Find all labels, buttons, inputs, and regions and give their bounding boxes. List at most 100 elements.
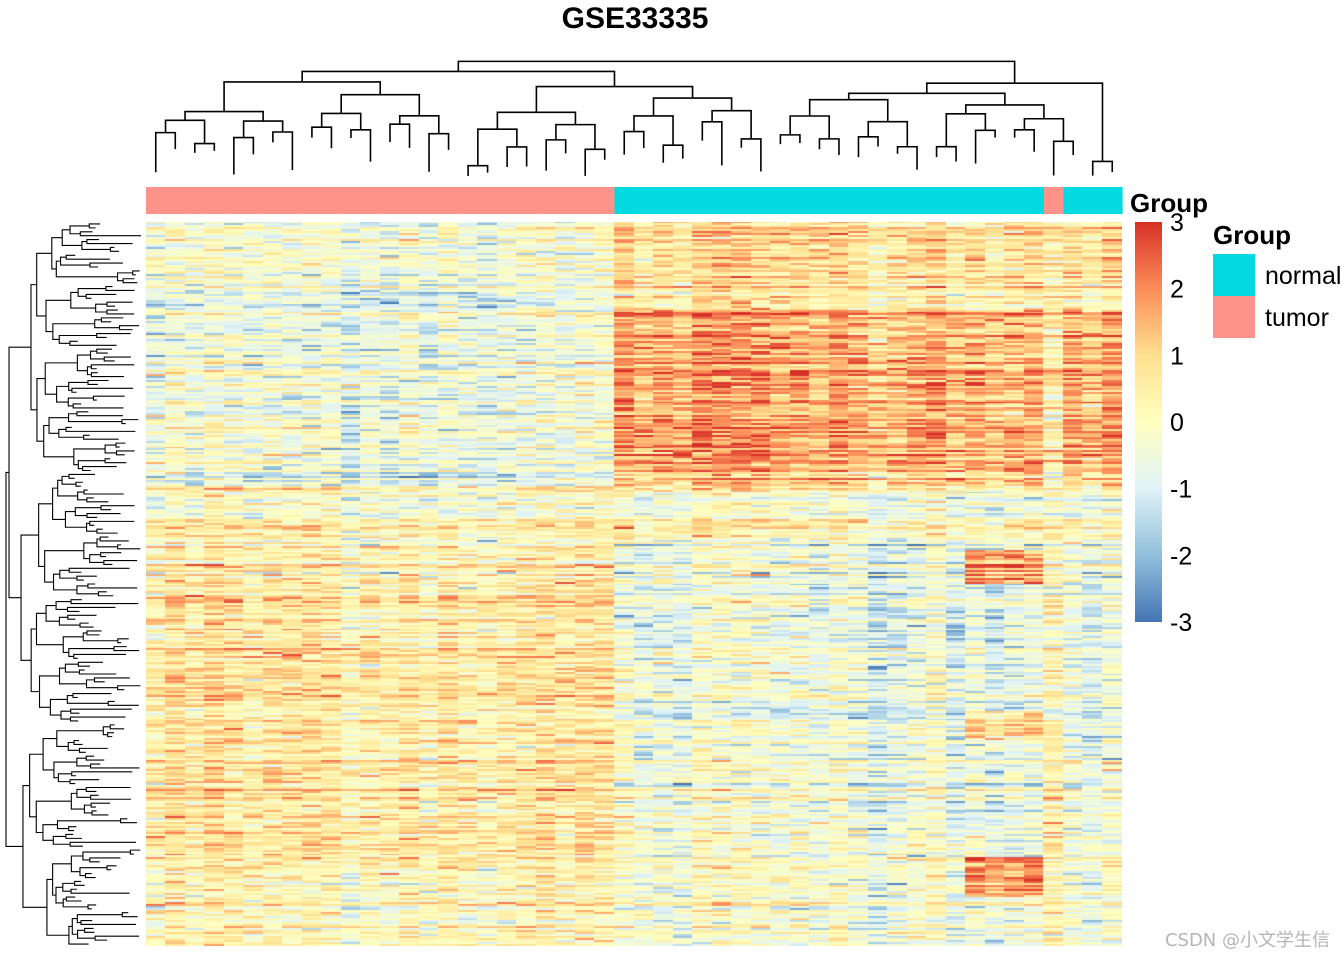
dendrogram-branch	[398, 115, 440, 134]
row-dendrogram-branch	[56, 820, 121, 830]
row-dendrogram-branch	[42, 824, 58, 841]
annotation-cell-normal	[829, 187, 850, 214]
row-dendrogram-branch	[69, 340, 117, 346]
row-dendrogram-branch	[86, 513, 121, 519]
row-dendrogram-branch	[55, 886, 64, 904]
dendrogram-branch	[1013, 128, 1035, 152]
row-dendrogram-branch	[80, 920, 136, 926]
row-dendrogram-branch	[85, 679, 118, 689]
row-dendrogram-branch	[30, 628, 40, 693]
row-dendrogram-branch	[57, 479, 78, 497]
group-legend: normal tumor	[1213, 254, 1341, 338]
row-dendrogram-branch	[96, 332, 131, 338]
row-dendrogram-branch	[107, 732, 115, 738]
annotation-cell-tumor	[165, 187, 186, 214]
row-dendrogram-branch	[64, 663, 80, 673]
row-dendrogram-branch	[89, 857, 121, 863]
row-dendrogram-branch	[85, 755, 105, 761]
row-dendrogram-branch	[104, 458, 127, 464]
row-dendrogram-branch	[89, 554, 104, 564]
annotation-cell-normal	[634, 187, 655, 214]
annotation-cell-tumor	[438, 187, 459, 214]
dendrogram-branch	[584, 148, 606, 176]
dendrogram-branch	[467, 164, 489, 177]
color-scale-tick-label: 3	[1170, 209, 1184, 237]
row-dendrogram-branch	[44, 550, 84, 583]
row-dendrogram-branch	[100, 317, 124, 323]
row-dendrogram-branch	[64, 511, 87, 528]
annotation-cell-normal	[946, 187, 967, 214]
row-dendrogram-branch	[65, 426, 136, 432]
row-dendrogram-branch	[51, 237, 63, 270]
row-dendrogram-branch	[106, 309, 135, 315]
chart-title: GSE33335	[561, 2, 709, 35]
dendrogram-branch	[164, 119, 206, 144]
row-dendrogram-branch	[122, 278, 138, 284]
row-dendrogram-branch	[62, 898, 89, 908]
annotation-cell-normal	[965, 187, 986, 214]
annotation-cell-tumor	[380, 187, 401, 214]
row-dendrogram-branch	[61, 475, 76, 485]
row-dendrogram-branch	[95, 303, 108, 313]
row-dendrogram-branch	[68, 381, 88, 391]
row-dendrogram-branch	[44, 362, 78, 395]
row-dendrogram-branch	[99, 536, 129, 542]
watermark: CSDN @小文学生信	[1164, 930, 1330, 951]
annotation-cell-normal	[614, 187, 635, 214]
annotation-cell-tumor	[555, 187, 577, 214]
row-dendrogram-branch	[77, 287, 106, 297]
dendrogram-branch	[740, 138, 762, 172]
row-dendrogram-branch	[62, 636, 84, 654]
annotation-cell-tumor	[1043, 187, 1065, 214]
row-dendrogram-branch	[79, 231, 141, 237]
annotation-cell-normal	[809, 187, 830, 214]
row-dendrogram-branch	[83, 489, 124, 495]
dendrogram-branch	[808, 98, 889, 122]
row-dendrogram-branch	[68, 826, 77, 832]
dendrogram-branch	[711, 109, 752, 139]
row-dendrogram-branch	[84, 927, 95, 933]
dendrogram-branch	[428, 132, 450, 172]
row-dendrogram-branch	[79, 622, 94, 628]
row-dendrogram-branch	[85, 786, 131, 792]
row-dendrogram-branch	[90, 372, 125, 378]
dendrogram-branch	[477, 128, 518, 166]
annotation-cell-normal	[907, 187, 928, 214]
annotation-title: Group	[1130, 188, 1208, 218]
row-dendrogram-branch	[74, 507, 102, 517]
row-dendrogram-branch	[49, 698, 68, 716]
row-dendrogram-branch	[103, 356, 131, 362]
row-dendrogram-branch	[96, 348, 113, 354]
group-legend-title: Group	[1213, 220, 1291, 250]
annotation-cell-tumor	[536, 187, 557, 214]
row-dendrogram-branch	[77, 929, 96, 939]
row-dendrogram-branch	[76, 585, 99, 595]
row-dendrogram-branch	[87, 379, 109, 385]
row-dendrogram-branch	[83, 434, 119, 440]
row-dendrogram-branch	[106, 301, 133, 307]
row-dendrogram-branch	[68, 925, 89, 945]
row-dendrogram-branch	[121, 912, 138, 918]
heatmap-cells	[146, 222, 1122, 946]
row-dendrogram-branch	[113, 646, 140, 652]
annotation-cell-tumor	[146, 187, 167, 214]
row-dendrogram-branch	[106, 865, 117, 871]
row-dendrogram-branch	[86, 239, 133, 245]
row-dendrogram-branch	[117, 544, 141, 550]
dendrogram-branch	[233, 136, 255, 175]
row-dendrogram-branch	[69, 225, 90, 235]
row-dendrogram-branch	[71, 771, 133, 777]
dendrogram-branch	[272, 131, 294, 171]
row-dendrogram-branch	[89, 262, 123, 268]
row-dendrogram-branch	[77, 661, 103, 667]
row-dendrogram-branch	[70, 599, 139, 605]
row-dendrogram-branch	[68, 648, 114, 657]
row-dendrogram-branch	[118, 325, 140, 331]
dendrogram-branch	[818, 138, 840, 155]
row-dendrogram-branch	[70, 291, 96, 309]
dendrogram-branch	[506, 146, 528, 168]
row-dendrogram-branch	[90, 364, 135, 370]
dendrogram-branch	[301, 70, 616, 87]
row-dendrogram-branch	[36, 252, 52, 317]
annotation-cell-normal	[926, 187, 947, 214]
